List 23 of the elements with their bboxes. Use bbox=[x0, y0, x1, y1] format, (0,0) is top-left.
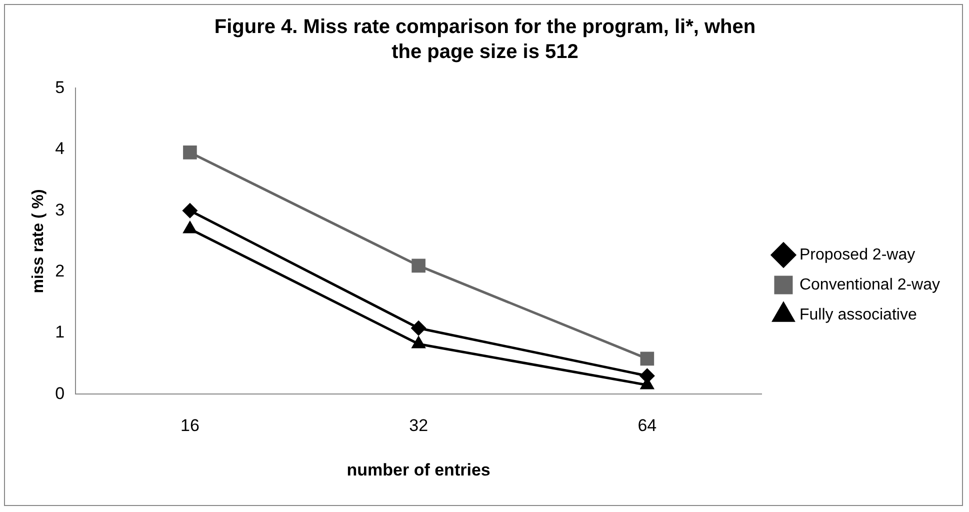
x-tick-label: 16 bbox=[180, 416, 200, 436]
point bbox=[640, 368, 654, 384]
chart-title: Figure 4. Miss rate comparison for the program, li*, when the page size is 512 bbox=[213, 15, 757, 65]
y-tick-label: 2 bbox=[55, 261, 65, 280]
y-tick-label: 5 bbox=[55, 78, 65, 97]
x-tick-label: 64 bbox=[638, 416, 657, 436]
point bbox=[182, 203, 198, 218]
y-tick-label: 1 bbox=[55, 322, 65, 342]
x-tick-label: 32 bbox=[409, 416, 428, 436]
y-tick-label: 4 bbox=[55, 139, 65, 158]
y-tick-label: 0 bbox=[55, 384, 65, 403]
legend-label: Fully associative bbox=[799, 306, 917, 324]
y-tick-label: 3 bbox=[55, 200, 65, 220]
point bbox=[412, 258, 426, 273]
point bbox=[184, 222, 196, 234]
legend-label: Conventional 2-way bbox=[799, 276, 940, 294]
point bbox=[183, 146, 197, 160]
point bbox=[640, 352, 654, 366]
y-axis-title: miss rate ( %) bbox=[30, 189, 48, 294]
point bbox=[411, 320, 426, 336]
x-axis-title: number of entries bbox=[346, 460, 490, 480]
point bbox=[412, 336, 426, 348]
legend-label: Proposed 2-way bbox=[799, 246, 916, 264]
